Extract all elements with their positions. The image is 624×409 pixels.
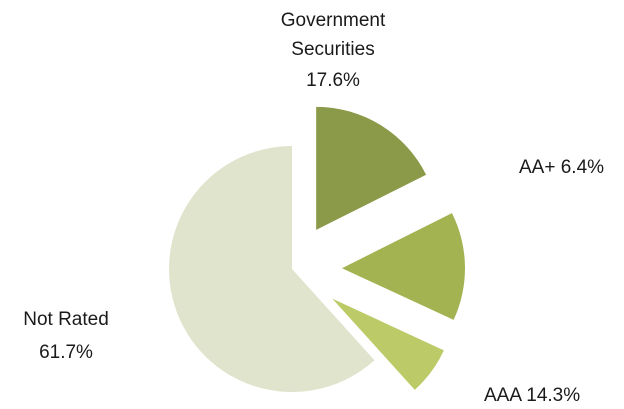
pie-slice-government-securities xyxy=(316,106,427,230)
label-government-securities-line1: Government xyxy=(281,10,386,31)
pie-slices xyxy=(168,106,465,393)
pie-slice-not-rated xyxy=(168,146,375,393)
label-not-rated-line1: Not Rated xyxy=(23,309,109,330)
label-government-securities-value: 17.6% xyxy=(306,70,360,91)
pie-slice-aaa xyxy=(341,213,465,320)
label-aa-plus: AA+ 6.4% xyxy=(519,157,604,178)
label-government-securities-line2: Securities xyxy=(291,39,374,60)
label-not-rated-value: 61.7% xyxy=(39,342,93,363)
pie-slice-aa-plus xyxy=(332,298,444,390)
label-aaa: AAA 14.3% xyxy=(484,385,580,406)
